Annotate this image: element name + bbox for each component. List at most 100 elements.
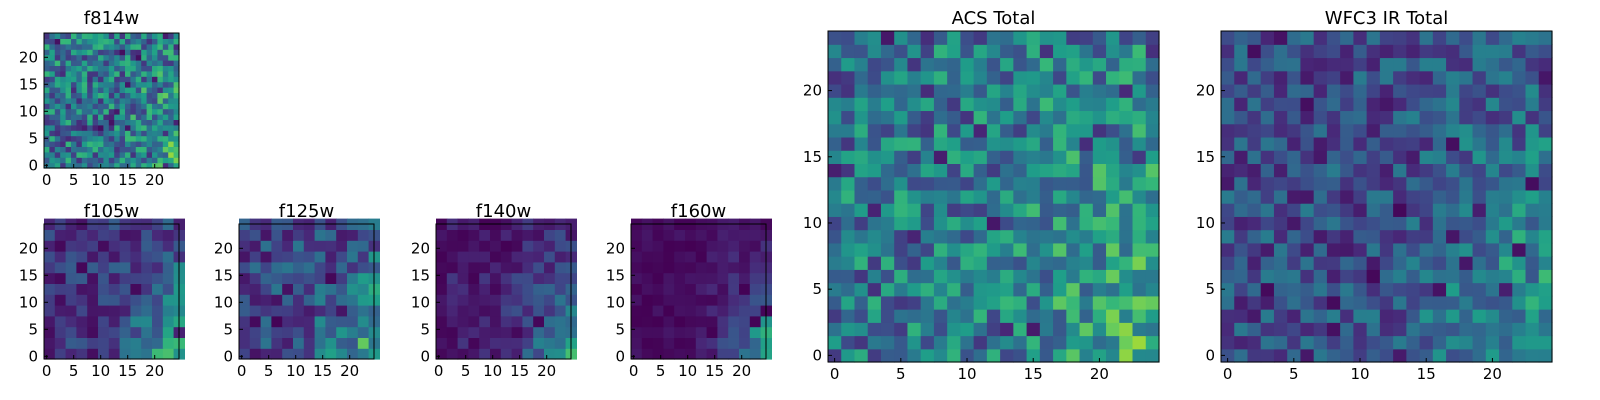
heatmap-cell xyxy=(87,33,94,39)
heatmap-cell xyxy=(357,240,370,252)
heatmap-cell xyxy=(947,150,961,164)
heatmap-cell xyxy=(130,251,142,263)
heatmap-cell xyxy=(717,294,729,306)
heatmap-cell xyxy=(947,322,961,337)
heatmap-cell xyxy=(336,251,348,263)
heatmap-cell xyxy=(1092,70,1107,85)
heatmap-cell xyxy=(1485,295,1500,310)
heatmap-cell xyxy=(1092,123,1107,138)
heatmap-cell xyxy=(152,283,164,295)
heatmap-cell xyxy=(446,337,459,349)
heatmap-cell xyxy=(162,151,169,158)
heatmap-cell xyxy=(1538,322,1553,337)
heatmap-cell xyxy=(168,162,175,169)
heatmap-cell xyxy=(162,92,169,99)
heatmap-cell xyxy=(920,295,935,310)
heatmap-cell xyxy=(828,70,842,85)
heatmap-cell xyxy=(87,92,94,99)
heatmap-cell xyxy=(1459,309,1474,323)
heatmap-cell xyxy=(1300,203,1315,217)
heatmap-cell xyxy=(1406,83,1421,98)
heatmap-cell xyxy=(49,54,56,61)
heatmap-cell xyxy=(336,305,348,317)
heatmap-cell xyxy=(114,65,121,72)
heatmap-cell xyxy=(98,38,104,45)
heatmap-cell xyxy=(1039,282,1054,297)
y-tick-label: 15 xyxy=(1196,148,1215,166)
heatmap-cell xyxy=(1145,282,1160,297)
heatmap-cell xyxy=(1053,110,1067,125)
heatmap-cell xyxy=(1353,83,1368,98)
heatmap-cell xyxy=(1313,136,1328,151)
heatmap-cell xyxy=(1273,256,1288,270)
heatmap-cell xyxy=(162,124,169,131)
heatmap-cell xyxy=(1260,31,1275,45)
heatmap-cell xyxy=(76,337,88,349)
heatmap-cell xyxy=(479,305,491,317)
heatmap-cell xyxy=(357,272,370,284)
heatmap-cell xyxy=(920,83,935,98)
heatmap-cell xyxy=(436,229,448,241)
heatmap-cell xyxy=(1039,97,1054,112)
heatmap-cell xyxy=(728,261,740,274)
heatmap-cell xyxy=(1485,176,1500,191)
heatmap-cell xyxy=(1273,123,1288,138)
heatmap-cell xyxy=(920,256,935,270)
heatmap-cell xyxy=(1366,97,1381,112)
heatmap-cell xyxy=(141,337,153,349)
heatmap-cell xyxy=(87,70,94,77)
heatmap-cell xyxy=(1234,269,1249,284)
heatmap-cell xyxy=(1353,348,1368,363)
heatmap-cell xyxy=(500,240,513,252)
heatmap-cell xyxy=(1053,309,1067,323)
heatmap-cell xyxy=(336,229,348,241)
heatmap-cell xyxy=(1472,83,1487,98)
heatmap-cell xyxy=(1300,176,1315,191)
heatmap-cell xyxy=(325,261,337,274)
heatmap-cell xyxy=(1066,203,1081,217)
heatmap-cell xyxy=(125,49,131,56)
heatmap-cell xyxy=(1132,348,1147,363)
heatmap-cell xyxy=(98,119,104,126)
heatmap-cell xyxy=(554,315,567,328)
y-tick-label: 0 xyxy=(28,156,38,174)
heatmap-cell xyxy=(960,216,975,231)
heatmap-cell xyxy=(130,54,137,61)
heatmap-cell xyxy=(157,141,164,147)
heatmap-cell xyxy=(162,272,175,284)
heatmap-cell xyxy=(841,335,856,350)
heatmap-cell xyxy=(854,216,869,231)
heatmap-cell xyxy=(98,76,104,83)
heatmap-cell xyxy=(146,33,153,39)
heatmap-cell xyxy=(544,294,556,306)
heatmap-cell xyxy=(1313,123,1328,138)
heatmap-cell xyxy=(1446,44,1460,59)
heatmap-cell xyxy=(60,162,67,169)
heatmap-cell xyxy=(44,70,50,77)
heatmap-cell xyxy=(880,322,895,337)
heatmap-cell xyxy=(260,337,272,349)
heatmap-cell xyxy=(1326,309,1341,323)
heatmap-cell xyxy=(108,141,115,147)
heatmap-cell xyxy=(436,348,448,360)
heatmap-cell xyxy=(168,141,175,147)
heatmap-cell xyxy=(960,242,975,257)
heatmap-cell xyxy=(1119,70,1134,85)
heatmap-cell xyxy=(947,348,961,363)
heatmap-cell xyxy=(98,108,104,115)
x-tick-label: 15 xyxy=(510,362,529,380)
heatmap-cell xyxy=(1432,242,1447,257)
heatmap-cell xyxy=(98,240,110,252)
heatmap-cell xyxy=(544,348,556,360)
heatmap-cell xyxy=(1000,269,1014,284)
heatmap-cell xyxy=(1145,97,1160,112)
heatmap-cell xyxy=(125,114,131,120)
heatmap-cell xyxy=(108,326,121,338)
heatmap-cell xyxy=(157,87,164,93)
heatmap-cell xyxy=(303,229,316,241)
heatmap-cell xyxy=(1092,150,1107,164)
heatmap-cell xyxy=(652,261,664,274)
heatmap-cell xyxy=(511,261,523,274)
heatmap-cell xyxy=(92,146,99,153)
